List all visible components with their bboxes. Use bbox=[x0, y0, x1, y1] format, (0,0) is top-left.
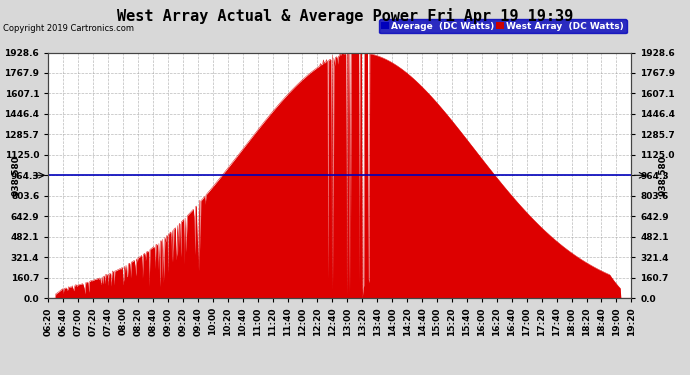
Legend: Average  (DC Watts), West Array  (DC Watts): Average (DC Watts), West Array (DC Watts… bbox=[379, 19, 627, 33]
Text: 938.580: 938.580 bbox=[659, 155, 668, 196]
Text: Copyright 2019 Cartronics.com: Copyright 2019 Cartronics.com bbox=[3, 24, 135, 33]
Text: 938.580: 938.580 bbox=[12, 155, 21, 196]
Text: West Array Actual & Average Power Fri Apr 19 19:39: West Array Actual & Average Power Fri Ap… bbox=[117, 8, 573, 24]
